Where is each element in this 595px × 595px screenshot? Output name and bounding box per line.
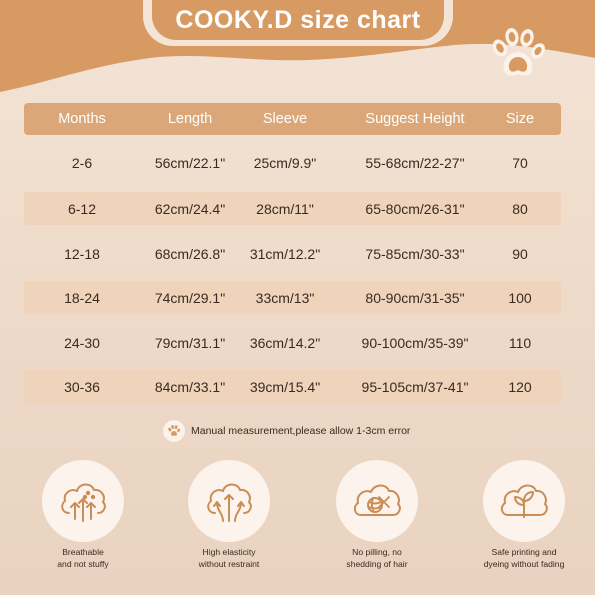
feature-caption-line1: No pilling, no xyxy=(352,547,402,557)
feature-caption-line1: High elasticity xyxy=(202,547,256,557)
no-pilling-yarn-icon xyxy=(353,484,401,516)
feature-no-pilling: No pilling, no shedding of hair xyxy=(317,460,437,570)
note-text: Manual measurement,please allow 1-3cm er… xyxy=(191,425,411,437)
small-paw-icon xyxy=(163,420,185,442)
feature-elasticity: High elasticity without restraint xyxy=(169,460,289,570)
header-suggest-height: Suggest Height xyxy=(365,111,465,127)
cell-months: 18-24 xyxy=(64,289,100,306)
cell-suggest-height: 90-100cm/35-39" xyxy=(361,334,469,351)
table-row: 2-6 56cm/22.1" 25cm/9.9" 55-68cm/22-27" … xyxy=(24,146,561,179)
cell-months: 2-6 xyxy=(71,154,93,171)
cell-sleeve: 31cm/12.2" xyxy=(249,245,321,262)
cell-size: 90 xyxy=(512,245,528,262)
feature-safe-printing: Safe printing and dyeing without fading xyxy=(464,460,584,570)
cell-months: 12-18 xyxy=(64,245,100,262)
title-badge: COOKY.D size chart xyxy=(152,0,444,40)
cell-size: 80 xyxy=(512,200,528,217)
header-length: Length xyxy=(167,111,213,127)
table-row: 18-24 74cm/29.1" 33cm/13" 80-90cm/31-35"… xyxy=(24,281,561,314)
cell-size: 70 xyxy=(512,154,528,171)
cell-suggest-height: 75-85cm/30-33" xyxy=(365,245,465,262)
cell-months: 6-12 xyxy=(67,200,97,217)
cell-months: 30-36 xyxy=(64,378,100,395)
cell-suggest-height: 95-105cm/37-41" xyxy=(361,378,469,395)
table-row: 6-12 62cm/24.4" 28cm/11" 65-80cm/26-31" … xyxy=(24,192,561,225)
feature-caption-line1: Safe printing and xyxy=(491,547,557,557)
header-sleeve: Sleeve xyxy=(262,111,308,127)
feature-caption-line2: without restraint xyxy=(198,559,260,569)
cell-suggest-height: 65-80cm/26-31" xyxy=(365,200,465,217)
table-row: 30-36 84cm/33.1" 39cm/15.4" 95-105cm/37-… xyxy=(24,370,561,403)
table-row: 12-18 68cm/26.8" 31cm/12.2" 75-85cm/30-3… xyxy=(24,237,561,270)
cell-length: 62cm/24.4" xyxy=(154,200,226,217)
feature-caption-line1: Breathable xyxy=(62,547,104,557)
measurement-note: Manual measurement,please allow 1-3cm er… xyxy=(163,420,410,442)
table-row: 24-30 79cm/31.1" 36cm/14.2" 90-100cm/35-… xyxy=(24,326,561,359)
paw-icon xyxy=(492,28,545,76)
cell-suggest-height: 80-90cm/31-35" xyxy=(365,289,465,306)
feature-caption-line2: shedding of hair xyxy=(346,559,408,569)
elasticity-cloud-icon xyxy=(207,483,252,522)
page-title: COOKY.D size chart xyxy=(175,5,421,34)
cell-length: 79cm/31.1" xyxy=(154,334,226,351)
cell-length: 74cm/29.1" xyxy=(154,289,226,306)
safe-printing-cotton-icon xyxy=(500,484,548,518)
cell-sleeve: 36cm/14.2" xyxy=(249,334,321,351)
cell-sleeve: 33cm/13" xyxy=(255,289,315,306)
table-header: Months Length Sleeve Suggest Height Size xyxy=(24,103,561,135)
cell-length: 84cm/33.1" xyxy=(154,378,226,395)
feature-breathable: Breathable and not stuffy xyxy=(23,460,143,570)
cell-sleeve: 28cm/11" xyxy=(256,200,314,217)
cell-sleeve: 39cm/15.4" xyxy=(249,378,321,395)
cell-size: 110 xyxy=(508,334,532,351)
breathable-cloud-icon xyxy=(61,483,106,522)
feature-caption-line2: and not stuffy xyxy=(57,559,109,569)
cell-sleeve: 25cm/9.9" xyxy=(253,154,317,171)
feature-caption-line2: dyeing without fading xyxy=(483,559,565,569)
cell-length: 68cm/26.8" xyxy=(154,245,226,262)
cell-length: 56cm/22.1" xyxy=(154,154,226,171)
cell-months: 24-30 xyxy=(64,334,100,351)
header-size: Size xyxy=(505,111,535,127)
header-months: Months xyxy=(58,111,106,127)
cell-suggest-height: 55-68cm/22-27" xyxy=(365,154,465,171)
cell-size: 100 xyxy=(508,289,532,306)
cell-size: 120 xyxy=(508,378,532,395)
